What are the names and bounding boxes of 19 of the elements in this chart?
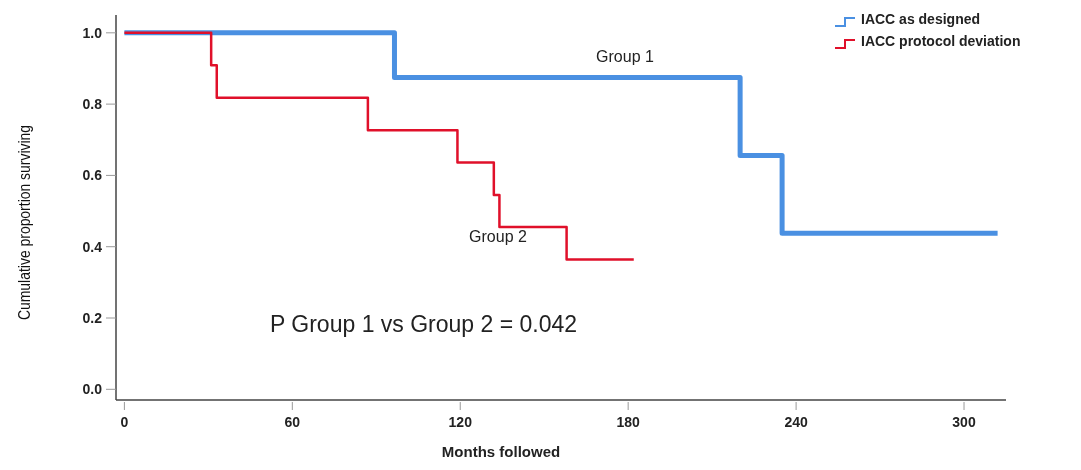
legend-label: IACC as designed bbox=[861, 11, 981, 27]
x-tick-label: 240 bbox=[784, 414, 808, 430]
x-tick-label: 300 bbox=[952, 414, 976, 430]
annotation: P Group 1 vs Group 2 = 0.042 bbox=[270, 311, 578, 337]
annotation: Group 1 bbox=[596, 48, 655, 65]
x-tick-label: 0 bbox=[120, 414, 129, 430]
y-tick-label: 0.8 bbox=[82, 96, 103, 113]
x-tick-label: 60 bbox=[284, 414, 301, 430]
legend-label: IACC protocol deviation bbox=[861, 33, 1021, 49]
y-tick-label: 0.4 bbox=[82, 238, 103, 255]
annotation: Group 2 bbox=[469, 228, 528, 245]
x-tick-label: 120 bbox=[448, 414, 473, 430]
y-tick-label: 1.0 bbox=[82, 24, 103, 41]
x-tick-label: 180 bbox=[616, 414, 641, 430]
y-axis-title: Cumulative proportion surviving bbox=[14, 124, 34, 321]
x-axis-title: Months followed bbox=[441, 443, 561, 460]
y-tick-label: 0.0 bbox=[82, 381, 103, 398]
y-tick-label: 0.6 bbox=[82, 167, 103, 184]
y-tick-label: 0.2 bbox=[82, 309, 103, 326]
